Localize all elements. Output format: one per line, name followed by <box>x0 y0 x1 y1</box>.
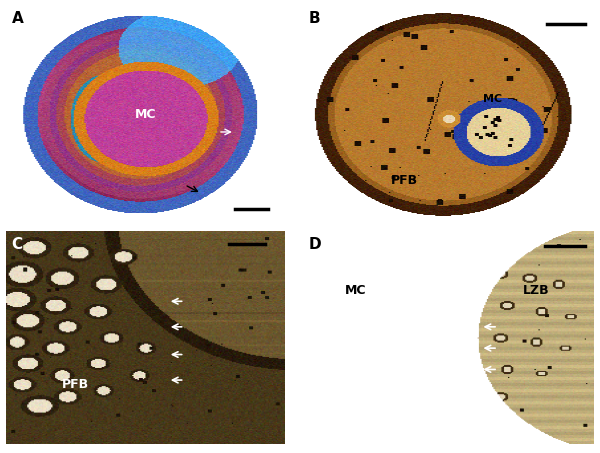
Text: C: C <box>11 237 23 252</box>
Text: PFB: PFB <box>391 174 418 187</box>
Text: A: A <box>11 11 23 26</box>
Text: MC: MC <box>344 284 366 297</box>
Text: D: D <box>309 237 322 252</box>
Text: B: B <box>309 11 320 26</box>
Text: PFB: PFB <box>62 378 89 391</box>
Text: MC: MC <box>135 108 156 121</box>
Text: LZB: LZB <box>523 284 549 297</box>
Text: MC: MC <box>482 94 502 104</box>
